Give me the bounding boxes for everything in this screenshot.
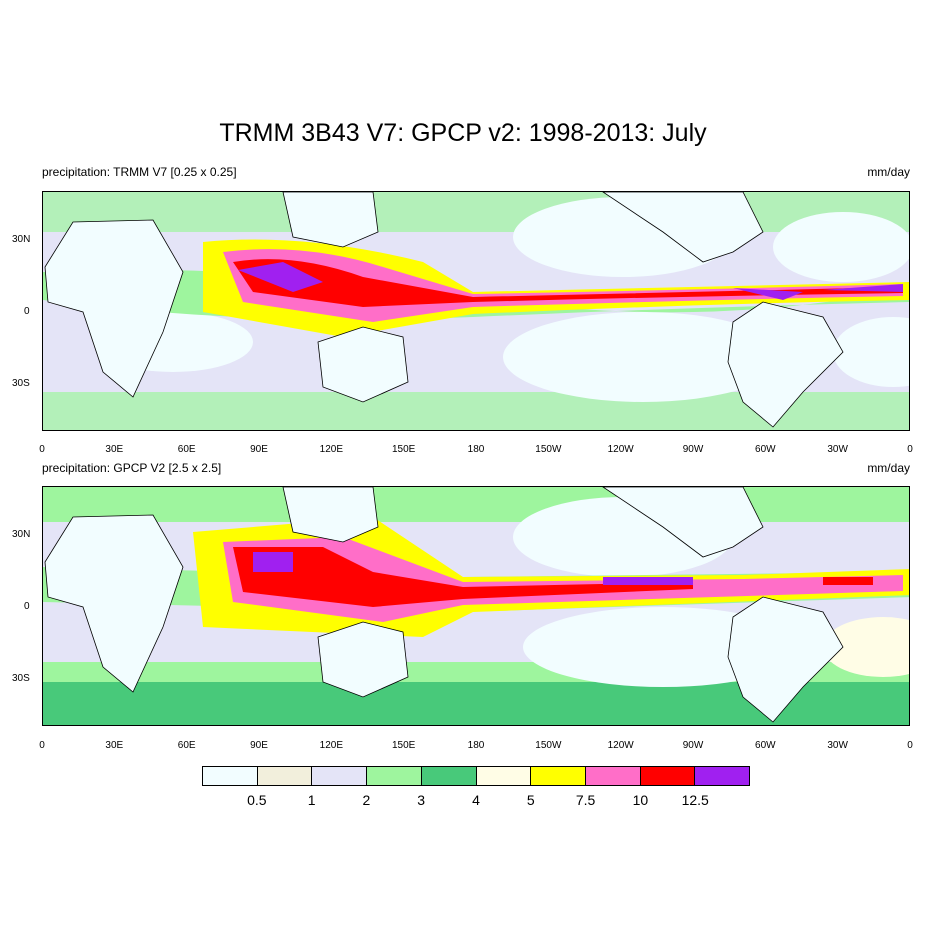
lon-tick-label: 0 xyxy=(907,740,913,751)
lon-tick-label: 0 xyxy=(907,444,913,455)
colorbar-label: 0.5 xyxy=(247,792,267,808)
colorbar-label: 7.5 xyxy=(575,792,596,808)
lon-tick-label: 30W xyxy=(827,444,848,455)
lon-tick-label: 90W xyxy=(682,740,704,751)
gpcp-map-panel xyxy=(42,486,910,726)
panel2-unit-label: mm/day xyxy=(867,461,910,475)
lat-tick-30n: 30N xyxy=(12,234,31,245)
lon-tick-label: 180 xyxy=(467,444,485,455)
lat-tick-30s: 30S xyxy=(12,673,30,684)
colorbar-swatch xyxy=(640,767,696,785)
panel1-left-label: precipitation: TRMM V7 [0.25 x 0.25] xyxy=(42,165,237,179)
lon-tick-label: 90E xyxy=(250,444,268,455)
colorbar-label: 5 xyxy=(526,792,535,808)
colorbar-label: 2 xyxy=(362,792,371,808)
lat-tick-30n: 30N xyxy=(12,529,31,540)
lon-tick-label: 150E xyxy=(391,740,416,751)
lon-tick-label: 30W xyxy=(827,740,848,751)
colorbar-label: 1 xyxy=(307,792,316,808)
lat-tick-eq: 0 xyxy=(24,306,30,317)
lon-tick-label: 60E xyxy=(177,740,196,751)
lon-tick-label: 120W xyxy=(607,444,634,455)
colorbar-label: 12.5 xyxy=(681,792,709,808)
colorbar-label: 10 xyxy=(632,792,649,808)
lon-tick-label: 180 xyxy=(467,740,485,751)
panel1-unit-label: mm/day xyxy=(867,165,910,179)
lon-tick-label: 150E xyxy=(391,444,416,455)
colorbar-label: 3 xyxy=(417,792,426,808)
lon-tick-label: 0 xyxy=(39,740,45,751)
colorbar-swatch xyxy=(476,767,532,785)
gpcp-precip-map xyxy=(43,487,909,725)
lon-tick-label: 0 xyxy=(39,444,45,455)
lat-tick-eq: 0 xyxy=(24,601,30,612)
colorbar-swatch xyxy=(531,767,586,785)
trmm-precip-map xyxy=(43,192,909,430)
lon-tick-label: 120W xyxy=(607,740,634,751)
lon-tick-label: 120E xyxy=(319,444,344,455)
colorbar-swatch xyxy=(312,767,368,785)
lon-tick-label: 120E xyxy=(319,740,344,751)
lon-tick-label: 90E xyxy=(250,740,268,751)
colorbar-swatch xyxy=(585,767,641,785)
colorbar-swatch xyxy=(203,767,258,785)
lon-tick-label: 30E xyxy=(105,444,124,455)
colorbar-swatch xyxy=(257,767,313,785)
colorbar-label: 4 xyxy=(472,792,480,808)
lat-tick-30s: 30S xyxy=(12,378,30,389)
colorbar-swatch xyxy=(367,767,422,785)
lon-tick-label: 30E xyxy=(105,740,124,751)
lon-tick-label: 150W xyxy=(535,740,562,751)
lon-tick-label: 90W xyxy=(682,444,704,455)
trmm-map-panel xyxy=(42,191,910,431)
lon-tick-label: 60E xyxy=(177,444,196,455)
colorbar xyxy=(202,766,750,786)
colorbar-swatch xyxy=(695,767,750,785)
lon-tick-label: 60W xyxy=(755,740,776,751)
panel2-left-label: precipitation: GPCP V2 [2.5 x 2.5] xyxy=(42,461,222,475)
colorbar-swatch xyxy=(421,767,477,785)
figure-title: TRMM 3B43 V7: GPCP v2: 1998-2013: July xyxy=(219,119,707,147)
lon-tick-label: 60W xyxy=(755,444,776,455)
lon-tick-label: 150W xyxy=(535,444,562,455)
